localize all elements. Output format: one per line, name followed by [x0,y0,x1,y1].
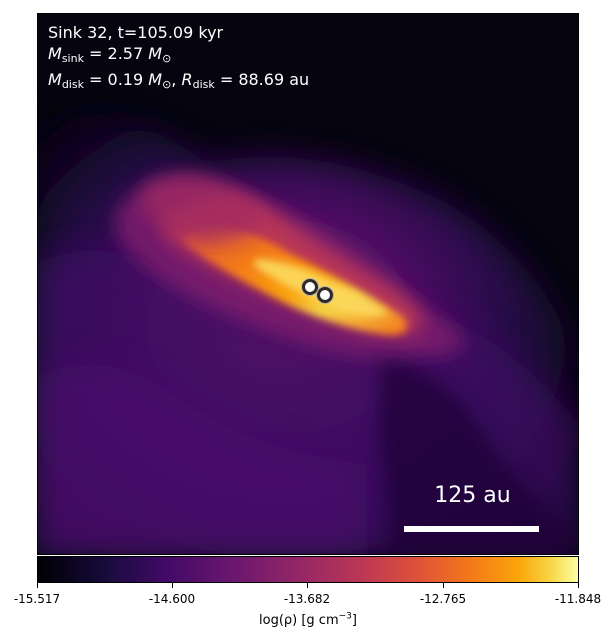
scale-bar [404,526,539,532]
colorbar-tick-label: -13.682 [283,592,331,606]
disk-radius-value: = 88.69 [219,70,285,89]
disk-properties-label: Mdisk = 0.19 M⊙, Rdisk = 88.69 au [48,69,309,95]
sink-mass-label: Msink = 2.57 M⊙ [48,43,309,69]
colorbar-tick-label: -11.848 [554,592,602,606]
sun-symbol-disk: ⊙ [162,78,172,91]
density-map [38,14,578,554]
sink-mass-subscript: sink [61,52,84,65]
disk-radius-subscript: disk [192,78,215,91]
colorbar-label: log(ρ) [g cm−3] [0,612,616,630]
simulation-annotation: Sink 32, t=105.09 kyr Msink = 2.57 M⊙ Md… [48,22,309,95]
colorbar-label-suffix: ] [351,613,357,628]
disk-mass-subscript: disk [61,78,84,91]
colorbar-tick-label: -12.765 [419,592,467,606]
lower-left-envelope [38,364,367,554]
colorbar-tick [578,583,579,588]
disk-mass-value: = 0.19 [89,70,144,89]
colorbar-tick [307,583,308,588]
dark-void [378,357,578,554]
colorbar-tick [172,583,173,588]
disk-radius-symbol: R [181,70,193,89]
colorbar-label-exponent: −3 [338,611,352,622]
colorbar-label-prefix: log(ρ) [g cm [259,613,339,628]
annotation-separator: , [171,70,182,89]
colorbar-tick-label: -14.600 [148,592,196,606]
sink-mass-symbol: M [48,44,62,63]
sink-particle-marker [302,279,318,295]
upper-plume [142,175,268,242]
colorbar-tick [443,583,444,588]
sink-time-label: Sink 32, t=105.09 kyr [48,23,224,42]
sink-mass-value: = 2.57 [89,44,144,63]
density-colorbar [37,556,579,583]
sink-mass-unit-symbol: M [148,44,163,63]
disk-mass-symbol: M [48,70,62,89]
disk-radius-unit: au [289,70,310,89]
scale-bar-label: 125 au [434,483,511,508]
disk-mass-unit-symbol: M [148,70,163,89]
colorbar-tick-label: -15.517 [13,592,61,606]
density-image-panel: Sink 32, t=105.09 kyr Msink = 2.57 M⊙ Md… [37,13,579,555]
sun-symbol-sink: ⊙ [162,52,172,65]
sink-particle-marker [317,287,333,303]
colorbar-tick [37,583,38,588]
